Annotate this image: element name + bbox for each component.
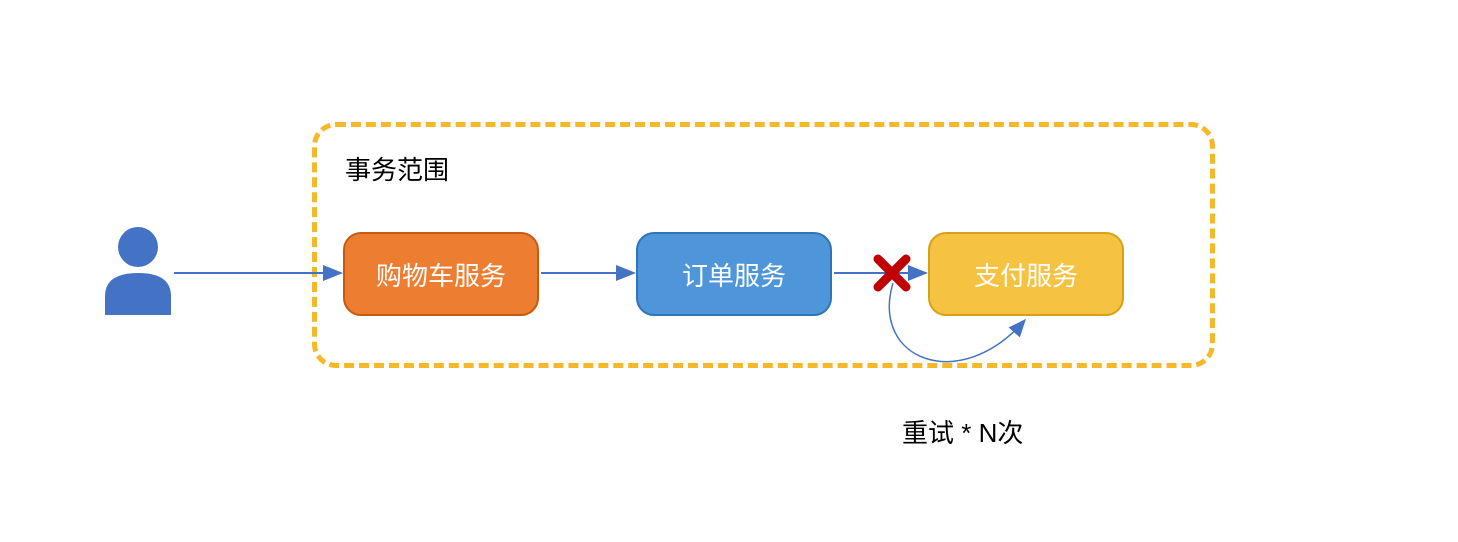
payment-service-node: 支付服务 (928, 232, 1124, 316)
diagram-canvas: 事务范围 购物车服务 订单服务 支付服务 重试 * N次 (0, 0, 1458, 542)
retry-label: 重试 * N次 (902, 413, 1023, 450)
payment-service-label: 支付服务 (974, 256, 1078, 293)
user-actor-icon (105, 227, 171, 315)
cart-service-label: 购物车服务 (376, 256, 506, 293)
transaction-scope-label: 事务范围 (345, 150, 449, 187)
order-service-node: 订单服务 (636, 232, 832, 316)
order-service-label: 订单服务 (682, 256, 786, 293)
cart-service-node: 购物车服务 (343, 232, 539, 316)
